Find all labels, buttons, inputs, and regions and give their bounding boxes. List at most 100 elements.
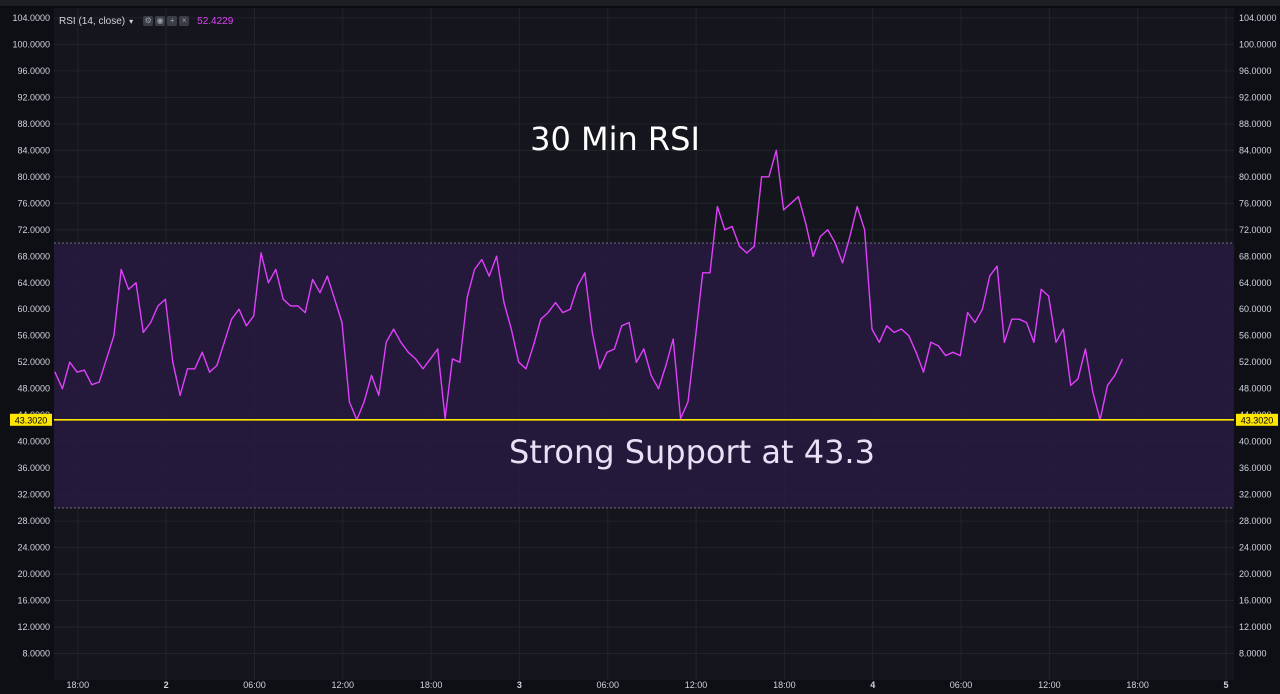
rsi-point (724, 229, 726, 231)
y-tick-label-left: 88.0000 (17, 119, 50, 129)
y-tick-label-right: 68.0000 (1239, 251, 1272, 261)
rsi-band-fill (54, 243, 1234, 508)
rsi-point (172, 361, 174, 363)
y-tick-label-right: 48.0000 (1239, 384, 1272, 394)
rsi-point (871, 328, 873, 330)
rsi-point (231, 318, 233, 320)
rsi-point (702, 272, 704, 274)
y-tick-label-right: 80.0000 (1239, 172, 1272, 182)
support-price-tags: 43.3020 43.3020 (10, 413, 1278, 426)
rsi-point (1084, 348, 1086, 350)
rsi-point (98, 381, 100, 383)
rsi-point (621, 325, 623, 327)
rsi-point (628, 321, 630, 324)
rsi-point (378, 394, 380, 396)
indicator-name[interactable]: RSI (14, close) (59, 15, 126, 27)
rsi-point (665, 364, 667, 367)
y-tick-label-left: 12.0000 (17, 622, 50, 632)
rsi-point (856, 206, 858, 208)
y-tick-label-left: 28.0000 (17, 516, 50, 526)
right-axis-bg (1234, 8, 1280, 694)
rsi-point (289, 305, 292, 307)
rsi-point (900, 328, 903, 330)
y-tick-label-left: 56.0000 (17, 331, 50, 341)
rsi-point (981, 308, 983, 310)
support-tag-right: 43.3020 (1241, 415, 1274, 425)
rsi-point (1033, 341, 1035, 343)
y-tick-label-left: 68.0000 (17, 251, 50, 261)
rsi-point (370, 374, 373, 377)
rsi-point (783, 209, 785, 211)
y-tick-label-right: 20.0000 (1239, 569, 1272, 579)
rsi-point (253, 315, 255, 317)
y-tick-label-right: 88.0000 (1239, 119, 1272, 129)
close-icon[interactable]: × (179, 16, 190, 26)
chevron-down-icon[interactable]: ▾ (129, 16, 134, 26)
rsi-point (606, 351, 608, 353)
rsi-point (341, 321, 343, 324)
rsi-point (76, 371, 78, 373)
y-tick-label-left: 64.0000 (17, 278, 50, 288)
rsi-point (657, 388, 660, 390)
y-tick-label-left: 84.0000 (17, 145, 50, 155)
rsi-point (834, 242, 836, 244)
visibility-icon[interactable]: ◉ (155, 16, 166, 26)
rsi-point (238, 308, 240, 310)
y-tick-label-right: 40.0000 (1239, 437, 1272, 447)
bottom-axis-bg (54, 680, 1234, 694)
y-tick-label-right: 84.0000 (1239, 145, 1272, 155)
rsi-point (260, 252, 262, 254)
rsi-point (694, 338, 696, 340)
rsi-point (930, 341, 932, 343)
rsi-point (334, 298, 336, 300)
y-tick-label-right: 72.0000 (1239, 225, 1272, 235)
y-axis-left[interactable]: 8.0000 12.0000 16.0000 20.0000 24.0000 28.000… (0, 8, 54, 694)
settings-icon[interactable]: ⚙ (143, 16, 154, 26)
rsi-point (1092, 391, 1094, 393)
rsi-point (746, 252, 748, 254)
rsi-point (532, 345, 535, 347)
y-tick-label-right: 16.0000 (1239, 596, 1272, 606)
y-tick-label-left: 96.0000 (17, 66, 50, 76)
y-tick-label-left: 80.0000 (17, 172, 50, 182)
rsi-point (422, 368, 424, 370)
x-axis[interactable]: 18:00 2 06:00 12:00 18:00 3 06:00 12:00 18:00 4 06… (54, 680, 1234, 694)
y-tick-label-left: 8.0000 (22, 649, 50, 659)
rsi-point (319, 292, 321, 294)
rsi-point (989, 275, 991, 277)
rsi-point (709, 272, 711, 274)
rsi-point (643, 348, 645, 350)
y-axis-right[interactable]: 8.0000 12.0000 16.0000 20.0000 24.0000 28.000… (1234, 8, 1280, 694)
rsi-point (91, 384, 93, 386)
rsi-point (326, 275, 328, 277)
rsi-point (591, 331, 593, 334)
rsi-point (275, 268, 277, 271)
rsi-point (716, 206, 719, 208)
rsi-point (790, 202, 792, 204)
rsi-point (1011, 318, 1013, 320)
chart-title: 30 Min RSI (530, 120, 700, 158)
rsi-point (886, 325, 888, 327)
rsi-point (797, 196, 799, 198)
y-tick-label-right: 12.0000 (1239, 622, 1272, 632)
rsi-point (1062, 328, 1064, 330)
y-tick-label-right: 52.0000 (1239, 357, 1272, 367)
x-tick-label: 12:00 (1038, 680, 1061, 690)
rsi-point (1040, 288, 1042, 290)
y-tick-label-left: 104.0000 (12, 13, 50, 23)
rsi-point (753, 245, 755, 247)
rsi-point (680, 417, 682, 420)
rsi-point (297, 305, 299, 307)
rsi-point (83, 369, 86, 371)
x-tick-label: 2 (164, 680, 169, 690)
y-tick-label-right: 24.0000 (1239, 543, 1272, 553)
rsi-point (105, 358, 108, 360)
rsi-point (922, 371, 925, 373)
rsi-point (554, 302, 557, 304)
rsi-point (599, 368, 601, 370)
add-icon[interactable]: + (167, 16, 178, 26)
y-tick-label-right: 64.0000 (1239, 278, 1272, 288)
rsi-point (113, 335, 115, 337)
top-toolbar-strip (0, 0, 1280, 6)
